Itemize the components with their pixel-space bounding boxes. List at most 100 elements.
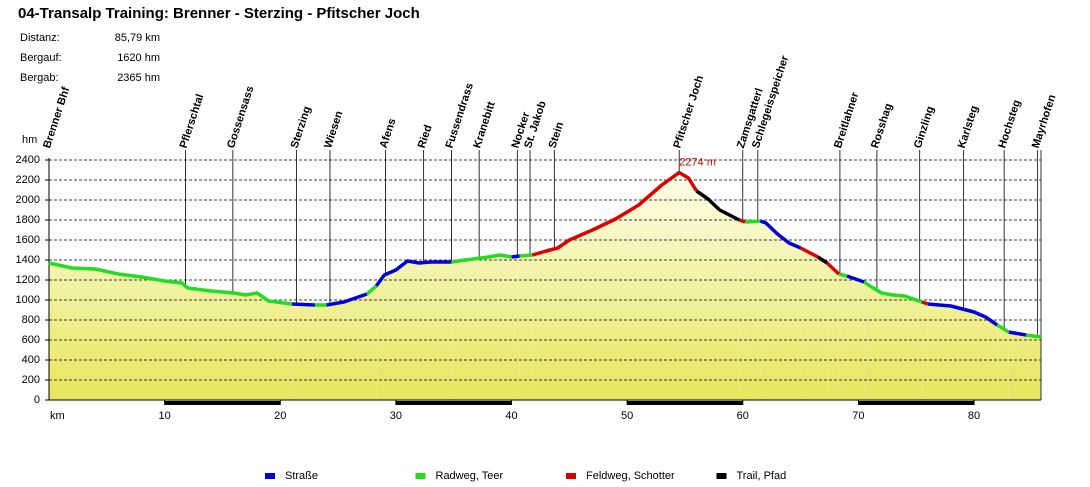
profile-line bbox=[825, 261, 840, 276]
x-tick-label: 10 bbox=[159, 410, 171, 422]
profile-line bbox=[374, 259, 452, 288]
waypoint-label: Mayrhofen bbox=[1030, 93, 1059, 150]
chart-title: 04-Transalp Training: Brenner - Sterzing… bbox=[18, 5, 420, 22]
profile-area bbox=[1026, 335, 1041, 400]
waypoint-label: Ried bbox=[416, 123, 435, 149]
profile-area bbox=[1008, 332, 1027, 400]
waypoint-label: Sterzing bbox=[289, 105, 314, 150]
x-axis-label: km bbox=[50, 410, 65, 422]
x-tick-label: 60 bbox=[737, 410, 749, 422]
profile-area bbox=[838, 274, 847, 400]
y-tick-label: 1600 bbox=[16, 234, 40, 246]
waypoint-label: Wiesen bbox=[322, 109, 345, 150]
profile-area bbox=[800, 248, 818, 400]
profile-area bbox=[997, 325, 1009, 400]
profile-line bbox=[921, 300, 929, 306]
y-tick-label: 400 bbox=[22, 354, 40, 366]
x-tick-label: 80 bbox=[968, 410, 980, 422]
y-tick-label: 800 bbox=[22, 314, 40, 326]
waypoint-label: Kranebitt bbox=[471, 100, 497, 150]
profile-area bbox=[326, 294, 367, 400]
y-tick-label: 200 bbox=[22, 374, 40, 386]
waypoint-label: Rosshag bbox=[869, 102, 895, 150]
profile-area bbox=[864, 282, 923, 400]
profile-area bbox=[739, 220, 746, 400]
profile-line bbox=[799, 246, 819, 259]
profile-line bbox=[695, 189, 741, 222]
waypoint-label: Hochsteg bbox=[996, 98, 1023, 149]
profile-area bbox=[817, 257, 828, 400]
profile-line bbox=[291, 302, 316, 307]
stat-label: Distanz: bbox=[20, 32, 60, 44]
profile-area bbox=[511, 256, 520, 400]
y-axis-label: hm bbox=[22, 134, 37, 146]
profile-line bbox=[365, 284, 378, 296]
legend-label: Trail, Pfad bbox=[737, 470, 787, 482]
profile-area bbox=[291, 304, 315, 400]
profile-area bbox=[696, 191, 740, 400]
y-tick-label: 2200 bbox=[16, 174, 40, 186]
profile-area bbox=[760, 221, 801, 400]
profile-area bbox=[376, 261, 452, 400]
y-tick-label: 2400 bbox=[16, 154, 40, 166]
profile-line bbox=[48, 261, 293, 306]
profile-area bbox=[827, 263, 839, 400]
stat-value: 85,79 km bbox=[115, 32, 160, 44]
legend-swatch bbox=[265, 473, 275, 479]
legend-label: Straße bbox=[285, 470, 318, 482]
waypoint-label: Pfitscher Joch bbox=[671, 74, 706, 150]
profile-line bbox=[1025, 333, 1042, 339]
stat-value: 2365 hm bbox=[117, 72, 160, 84]
y-tick-label: 1400 bbox=[16, 254, 40, 266]
profile-area bbox=[846, 276, 865, 400]
profile-area bbox=[451, 255, 512, 400]
profile-area bbox=[532, 172, 697, 400]
profile-area bbox=[519, 255, 533, 400]
profile-line bbox=[816, 255, 829, 265]
waypoint-label: Fussendrass bbox=[444, 82, 476, 150]
y-tick-label: 2000 bbox=[16, 194, 40, 206]
profile-line bbox=[759, 219, 802, 250]
profile-area bbox=[314, 305, 327, 400]
waypoint-label: Afens bbox=[378, 117, 399, 150]
waypoint-label: Karlsteg bbox=[956, 104, 981, 150]
x-tick-label: 40 bbox=[505, 410, 517, 422]
scale-bar bbox=[164, 401, 281, 405]
waypoint-label: Pflerschtal bbox=[178, 93, 207, 150]
stat-label: Bergauf: bbox=[20, 52, 62, 64]
profile-line bbox=[738, 218, 746, 224]
scale-bar bbox=[627, 401, 743, 405]
profile-area bbox=[49, 263, 292, 400]
legend-label: Radweg, Teer bbox=[436, 470, 504, 482]
legend-swatch bbox=[566, 473, 576, 479]
profile-line bbox=[744, 219, 761, 224]
profile-line bbox=[927, 302, 999, 327]
profile-line bbox=[531, 170, 699, 257]
stat-label: Bergab: bbox=[20, 72, 59, 84]
stat-value: 1620 hm bbox=[117, 52, 160, 64]
scale-bar bbox=[395, 401, 512, 405]
profile-line bbox=[326, 292, 368, 307]
waypoint-label: Ginzling bbox=[912, 105, 937, 150]
x-tick-label: 20 bbox=[274, 410, 286, 422]
legend-label: Feldweg, Schotter bbox=[586, 470, 675, 482]
y-tick-label: 0 bbox=[34, 394, 40, 406]
profile-line bbox=[511, 254, 520, 259]
profile-line bbox=[846, 274, 865, 284]
profile-line bbox=[838, 272, 848, 278]
legend-swatch bbox=[415, 473, 426, 479]
scale-bar bbox=[858, 401, 975, 405]
waypoint-label: Gossensass bbox=[225, 84, 256, 149]
profile-line bbox=[451, 253, 512, 264]
y-tick-label: 1200 bbox=[16, 274, 40, 286]
profile-area bbox=[927, 304, 998, 400]
x-tick-label: 70 bbox=[852, 410, 864, 422]
y-tick-label: 600 bbox=[22, 334, 40, 346]
y-tick-label: 1800 bbox=[16, 214, 40, 226]
x-tick-label: 50 bbox=[621, 410, 633, 422]
profile-line bbox=[863, 280, 923, 304]
y-tick-label: 1000 bbox=[16, 294, 40, 306]
peak-annotation: 2274 m bbox=[679, 157, 716, 169]
profile-line bbox=[996, 323, 1010, 334]
